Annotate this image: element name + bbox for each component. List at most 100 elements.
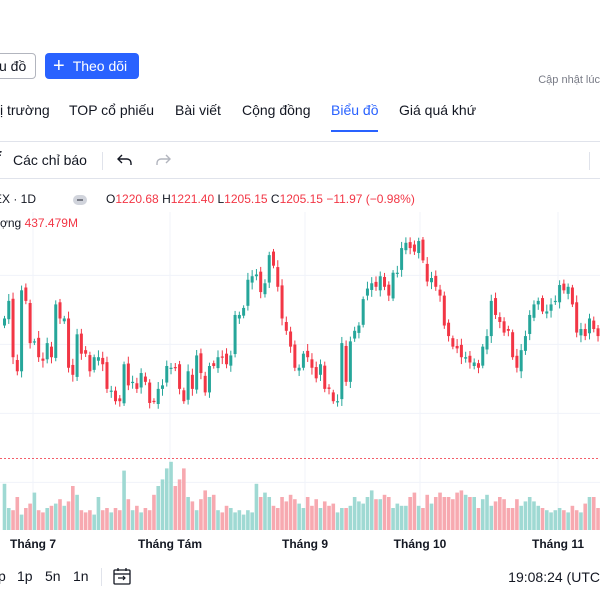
candle-body xyxy=(323,365,327,389)
volume-bar xyxy=(233,512,237,530)
indicators-button[interactable]: Các chỉ báo xyxy=(13,152,87,168)
volume-bar xyxy=(322,501,327,530)
candlestick-chart[interactable] xyxy=(0,212,600,532)
tab-top-stocks[interactable]: TOP cổ phiếu xyxy=(69,102,154,132)
tab-history[interactable]: Giá quá khứ xyxy=(399,102,476,132)
candle-body xyxy=(3,318,6,326)
candle-body xyxy=(237,314,241,319)
candle-body xyxy=(327,387,331,389)
candle-body xyxy=(233,314,237,355)
volume-bar xyxy=(391,508,395,530)
candle-body xyxy=(293,344,297,368)
volume-bar xyxy=(506,508,511,530)
follow-button[interactable]: + Theo dõi xyxy=(45,53,139,79)
clock-label: 19:08:24 (UTC xyxy=(508,569,600,585)
volume-bar xyxy=(416,505,421,530)
candle-body xyxy=(404,242,408,251)
candle-body xyxy=(41,358,45,361)
open-key: O xyxy=(106,192,116,206)
volume-bar xyxy=(199,499,203,530)
candle-body xyxy=(139,373,143,388)
volume-bar xyxy=(442,497,447,530)
redo-icon[interactable] xyxy=(155,153,171,167)
volume-bar xyxy=(156,486,161,530)
candle-body xyxy=(216,357,220,369)
volume-bar xyxy=(395,503,400,530)
tab-chart[interactable]: Biểu đồ xyxy=(331,102,379,132)
volume-bar xyxy=(519,505,523,530)
candle-body xyxy=(32,341,36,343)
candle-body xyxy=(79,333,83,354)
x-tick-label: Tháng 11 xyxy=(531,537,585,551)
volume-bar xyxy=(382,494,387,530)
plus-icon: + xyxy=(53,55,65,77)
volume-bar xyxy=(468,497,472,530)
candle-body xyxy=(284,322,288,331)
volume-bar xyxy=(327,505,331,530)
volume-bar xyxy=(532,501,536,530)
collapse-icon[interactable] xyxy=(73,195,87,205)
volume-bar xyxy=(49,505,54,530)
volume-bar xyxy=(455,492,459,530)
range-button[interactable]: p xyxy=(0,568,6,584)
volume-bar xyxy=(62,505,67,530)
volume-bar xyxy=(557,508,562,530)
candle-body xyxy=(387,284,391,296)
volume-bar xyxy=(472,497,476,530)
volume-bar xyxy=(263,492,267,530)
candle-body xyxy=(365,288,369,296)
candle-body xyxy=(58,302,62,319)
volume-bar xyxy=(2,483,7,530)
volume-bar xyxy=(352,497,357,530)
volume-bar xyxy=(207,497,212,530)
candle-body xyxy=(246,279,250,306)
calendar-range-icon[interactable] xyxy=(112,566,132,586)
range-button[interactable]: 5n xyxy=(45,568,61,584)
candle-body xyxy=(220,356,224,358)
change-value: −11.97 (−0.98%) xyxy=(326,192,415,206)
candle-body xyxy=(173,367,177,369)
candle-body xyxy=(178,364,182,389)
volume-bar xyxy=(485,494,489,530)
volume-bar xyxy=(515,499,519,530)
candle-body xyxy=(169,367,173,369)
candle-body xyxy=(391,272,395,299)
volume-bar xyxy=(365,497,370,530)
candle-body xyxy=(114,390,118,402)
volume-bar xyxy=(502,499,506,530)
volume-bar xyxy=(75,494,79,530)
volume-bar xyxy=(335,512,340,530)
candle-body xyxy=(101,357,105,365)
volume-bar xyxy=(92,514,96,530)
candle-body xyxy=(67,318,71,368)
candle-body xyxy=(485,336,489,350)
volume-bar xyxy=(19,514,24,530)
candle-body xyxy=(54,304,58,358)
chart-button[interactable]: u đồ xyxy=(0,53,36,79)
x-tick-label: Tháng 10 xyxy=(393,537,447,551)
candle-body xyxy=(331,392,335,402)
volume-bar xyxy=(310,505,314,530)
volume-bar xyxy=(32,492,37,530)
candle-body xyxy=(195,355,199,390)
volume-bar xyxy=(11,510,15,530)
volume-bar xyxy=(566,512,570,530)
candle-body xyxy=(370,283,374,290)
undo-icon[interactable] xyxy=(117,153,133,167)
candle-body xyxy=(84,350,88,354)
candle-body xyxy=(541,298,545,312)
tab-posts[interactable]: Bài viết xyxy=(175,102,221,132)
range-button[interactable]: 1n xyxy=(73,568,89,584)
range-button[interactable]: 1p xyxy=(17,568,33,584)
tab-community[interactable]: Cộng đồng xyxy=(242,102,311,132)
tab-community-label: Cộng đồng xyxy=(242,102,311,118)
volume-bar xyxy=(135,505,139,530)
price-candles xyxy=(3,236,600,409)
candle-body xyxy=(190,374,194,389)
volume-bar xyxy=(246,510,250,530)
candle-body xyxy=(459,344,463,358)
tab-market[interactable]: ị trường xyxy=(0,102,50,132)
candle-body xyxy=(242,307,246,316)
candle-body xyxy=(207,366,211,393)
volume-bar xyxy=(28,503,32,530)
